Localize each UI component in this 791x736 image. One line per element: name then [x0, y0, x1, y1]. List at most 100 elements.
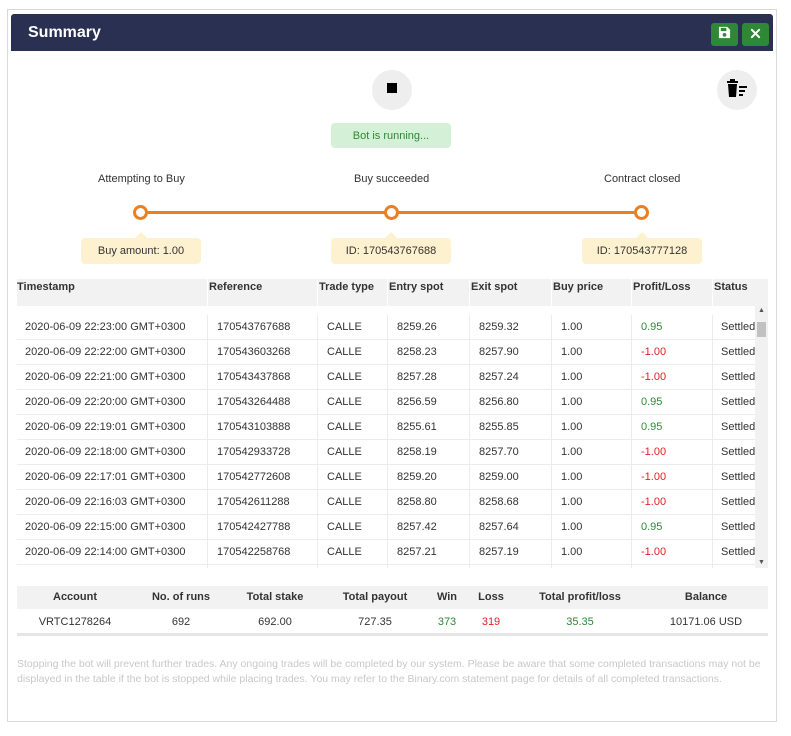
summary-table-header: Account No. of runs Total stake Total pa… [17, 586, 768, 609]
cell-buy-price: 1.00 [561, 496, 583, 508]
cell-exit-spot: 8257.90 [479, 346, 519, 358]
table-row[interactable]: 2020-06-09 22:14:00 GMT+0300 170542258768… [17, 540, 759, 565]
cell-exit-spot: 8257.24 [479, 371, 519, 383]
cell-status: Settled [721, 521, 756, 533]
transactions-table-header: Timestamp Reference Trade type Entry spo… [17, 279, 768, 306]
cell-entry-spot: 8259.20 [397, 471, 437, 483]
table-row[interactable]: 2020-06-09 22:21:00 GMT+0300 170543437868… [17, 365, 759, 390]
cell-timestamp: 2020-06-09 22:21:00 GMT+0300 [25, 371, 186, 383]
summary-header-balance: Balance [684, 591, 728, 603]
cell-buy-price: 1.00 [561, 321, 583, 333]
cell-entry-spot: 8256.59 [397, 396, 437, 408]
buy-amount-tag: Buy amount: 1.00 [81, 232, 201, 264]
save-button[interactable] [711, 23, 738, 46]
step-label-attempting: Attempting to Buy [98, 173, 185, 185]
cell-profit-loss: -1.00 [641, 546, 667, 558]
cell-profit-loss: 0.95 [641, 421, 663, 433]
cell-reference: 170543437868 [217, 371, 291, 383]
cell-status: Settled [721, 446, 756, 458]
table-row[interactable]: 2020-06-09 22:19:01 GMT+0300 170543103888… [17, 415, 759, 440]
cell-timestamp: 2020-06-09 22:14:00 GMT+0300 [25, 546, 186, 558]
summary-total-profit: 35.35 [566, 616, 594, 628]
table-scrollbar[interactable]: ▲ ▼ [755, 306, 768, 568]
table-row[interactable]: 2020-06-09 22:15:00 GMT+0300 170542427788… [17, 515, 759, 540]
summary-header-account: Account [53, 591, 97, 603]
cell-buy-price: 1.00 [561, 396, 583, 408]
cell-trade-type: CALLE [327, 346, 362, 358]
scroll-thumb[interactable] [757, 322, 766, 337]
table-row[interactable]: 2020-06-09 22:16:03 GMT+0300 170542611288… [17, 490, 759, 515]
cell-timestamp: 2020-06-09 22:15:00 GMT+0300 [25, 521, 186, 533]
cell-profit-loss: -1.00 [641, 446, 667, 458]
cell-exit-spot: 8257.70 [479, 446, 519, 458]
summary-header-total-stake: Total stake [246, 591, 304, 603]
cell-trade-type: CALLE [327, 496, 362, 508]
cell-exit-spot: 8258.68 [479, 496, 519, 508]
cell-trade-type: CALLE [327, 471, 362, 483]
cell-reference: 170543767688 [217, 321, 291, 333]
cell-status: Settled [721, 471, 756, 483]
close-icon [750, 26, 761, 44]
close-button[interactable] [742, 23, 769, 46]
table-row[interactable]: 2020-06-09 22:22:00 GMT+0300 170543603268… [17, 340, 759, 365]
step-label-buy-succeeded: Buy succeeded [354, 173, 430, 185]
buy-id-tag: ID: 170543767688 [331, 232, 451, 264]
cell-buy-price: 1.00 [561, 346, 583, 358]
cell-status: Settled [721, 546, 756, 558]
cell-reference: 170542933728 [217, 446, 291, 458]
cell-reference: 170543603268 [217, 346, 291, 358]
cell-reference: 170542772608 [217, 471, 291, 483]
cell-reference: 170542427788 [217, 521, 291, 533]
cell-timestamp: 2020-06-09 22:16:03 GMT+0300 [25, 496, 186, 508]
col-header-timestamp: Timestamp [17, 281, 75, 293]
cell-trade-type: CALLE [327, 546, 362, 558]
table-row[interactable]: 2020-06-09 22:17:01 GMT+0300 170542772608… [17, 465, 759, 490]
stop-button[interactable] [372, 70, 412, 110]
cell-timestamp: 2020-06-09 22:19:01 GMT+0300 [25, 421, 186, 433]
cell-exit-spot: 8259.00 [479, 471, 519, 483]
summary-header-win: Win [436, 591, 458, 603]
clear-stats-button[interactable] [717, 70, 757, 110]
title-bar: Summary [11, 14, 773, 51]
cell-buy-price: 1.00 [561, 471, 583, 483]
cell-timestamp: 2020-06-09 22:20:00 GMT+0300 [25, 396, 186, 408]
summary-balance: 10171.06 USD [669, 616, 743, 628]
cell-buy-price: 1.00 [561, 371, 583, 383]
table-row[interactable]: 2020-06-09 22:20:00 GMT+0300 170543264488… [17, 390, 759, 415]
scroll-down-icon[interactable]: ▼ [758, 559, 765, 566]
transactions-table-body[interactable]: 2020-06-09 22:23:00 GMT+0300 170543767688… [17, 306, 768, 568]
dialog-title: Summary [28, 24, 101, 41]
cell-exit-spot: 8257.19 [479, 546, 519, 558]
cell-entry-spot: 8257.28 [397, 371, 437, 383]
cell-profit-loss: 0.95 [641, 521, 663, 533]
cell-status: Settled [721, 496, 756, 508]
step-label-contract-closed: Contract closed [604, 173, 681, 185]
cell-status: Settled [721, 396, 756, 408]
table-row[interactable]: 2020-06-09 22:18:00 GMT+0300 170542933728… [17, 440, 759, 465]
cell-status: Settled [721, 421, 756, 433]
col-header-trade-type: Trade type [319, 281, 375, 293]
cell-trade-type: CALLE [327, 371, 362, 383]
summary-loss: 319 [481, 616, 501, 628]
scroll-up-icon[interactable]: ▲ [758, 307, 765, 314]
summary-win: 373 [437, 616, 457, 628]
bot-status-badge: Bot is running... [331, 123, 451, 148]
step-node-3 [634, 205, 649, 220]
cell-profit-loss: -1.00 [641, 371, 667, 383]
cell-timestamp: 2020-06-09 22:22:00 GMT+0300 [25, 346, 186, 358]
col-header-entry-spot: Entry spot [389, 281, 444, 293]
table-row[interactable]: 2020-06-09 22:13:00 GMT+0300170542088488… [17, 565, 759, 568]
summary-header-loss: Loss [478, 591, 504, 603]
cell-reference: 170543103888 [217, 421, 291, 433]
cell-exit-spot: 8255.85 [479, 421, 519, 433]
cell-trade-type: CALLE [327, 446, 362, 458]
cell-entry-spot: 8259.26 [397, 321, 437, 333]
summary-total-stake: 692.00 [258, 616, 292, 628]
cell-reference: 170542611288 [217, 496, 290, 508]
table-row[interactable]: 2020-06-09 22:23:00 GMT+0300 170543767688… [17, 315, 759, 340]
stop-icon [386, 81, 398, 99]
step-node-2 [384, 205, 399, 220]
summary-runs: 692 [171, 616, 191, 628]
summary-table-row: VRTC1278264 692 692.00 727.35 373 319 35… [17, 609, 768, 636]
col-header-reference: Reference [209, 281, 263, 293]
